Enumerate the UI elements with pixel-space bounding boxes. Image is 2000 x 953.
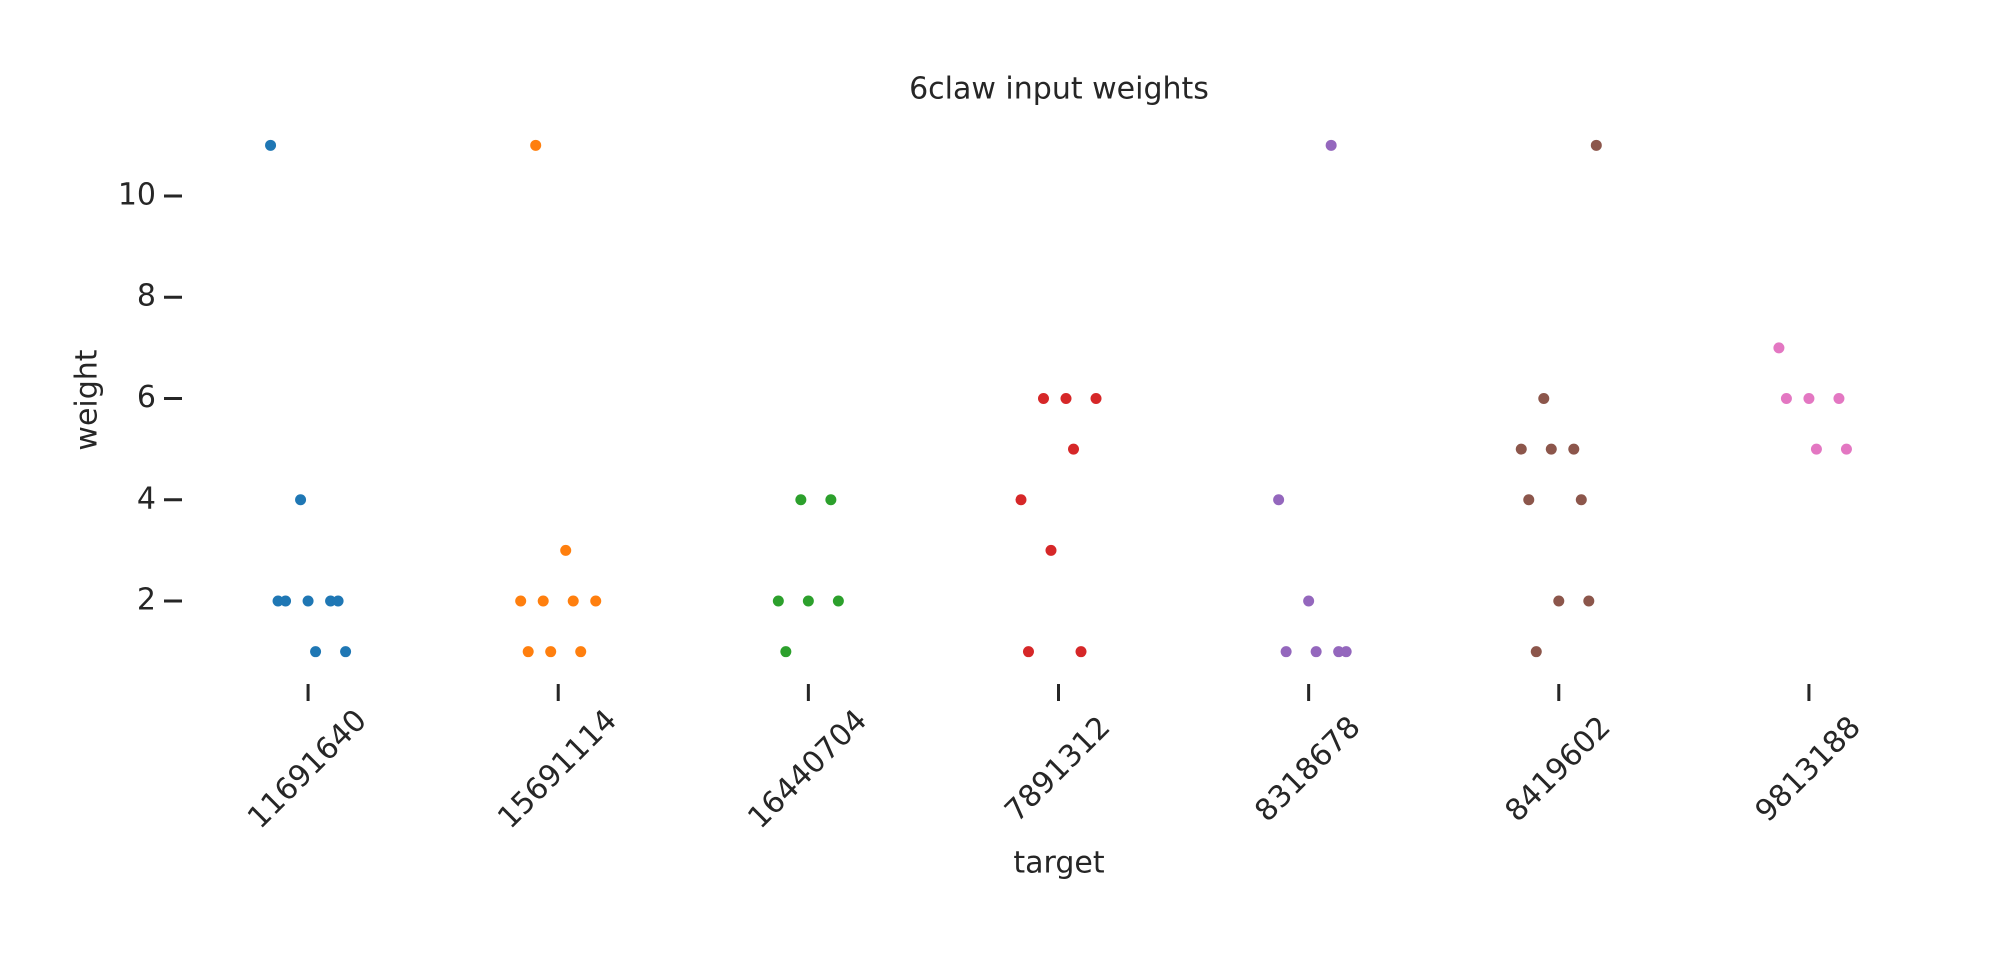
point [537, 595, 549, 607]
x-tick-label: 11691640 [241, 703, 374, 836]
point [1303, 595, 1315, 607]
point [1022, 646, 1034, 658]
x-tick-label: 9813188 [1749, 710, 1868, 829]
point [1583, 595, 1595, 607]
y-tick-label: 6 [137, 380, 156, 415]
point [795, 494, 807, 506]
point [545, 646, 557, 658]
point [280, 595, 292, 607]
point [1575, 494, 1587, 506]
y-tick-label: 4 [137, 481, 156, 516]
point [567, 595, 579, 607]
point [1515, 443, 1527, 455]
point [1538, 393, 1550, 404]
point [832, 595, 844, 607]
point [1780, 393, 1792, 404]
y-tick-label: 2 [137, 583, 156, 618]
point [522, 646, 534, 658]
point [1280, 646, 1292, 658]
point [1530, 646, 1542, 658]
chart-title: 6claw input weights [909, 72, 1209, 107]
point [1045, 544, 1057, 556]
point [1310, 646, 1322, 658]
point [1015, 494, 1027, 506]
x-tick-label: 7891312 [998, 710, 1117, 829]
point [575, 646, 587, 658]
y-axis-label: weight [70, 349, 105, 450]
point [1060, 393, 1072, 404]
point [1568, 443, 1580, 455]
y-tick-label: 10 [118, 177, 156, 212]
x-tick-label: 15691114 [491, 703, 624, 836]
point [772, 595, 784, 607]
point [310, 646, 322, 658]
point [302, 595, 314, 607]
point [1523, 494, 1535, 506]
point [340, 646, 352, 658]
point [1325, 139, 1337, 151]
point [515, 595, 527, 607]
point [825, 494, 837, 506]
point [1810, 443, 1822, 455]
x-axis-label: target [1013, 846, 1104, 881]
point [802, 595, 814, 607]
point [1840, 443, 1852, 455]
point [560, 544, 572, 556]
point [1273, 494, 1285, 506]
point [1068, 443, 1080, 455]
point [1833, 393, 1845, 404]
point [780, 646, 792, 658]
point [1773, 342, 1785, 354]
point [530, 139, 542, 151]
point [1590, 139, 1602, 151]
x-tick-label: 16440704 [741, 703, 874, 836]
x-tick-label: 8318678 [1248, 710, 1367, 829]
point [265, 139, 277, 151]
point [1075, 646, 1087, 658]
point [1340, 646, 1352, 658]
y-tick-label: 8 [137, 279, 156, 314]
point [1090, 393, 1102, 404]
point [1803, 393, 1815, 404]
point [1545, 443, 1557, 455]
point [332, 595, 344, 607]
point [590, 595, 602, 607]
point [1553, 595, 1565, 607]
point [295, 494, 307, 506]
x-tick-label: 8419602 [1498, 710, 1617, 829]
point [1037, 393, 1049, 404]
